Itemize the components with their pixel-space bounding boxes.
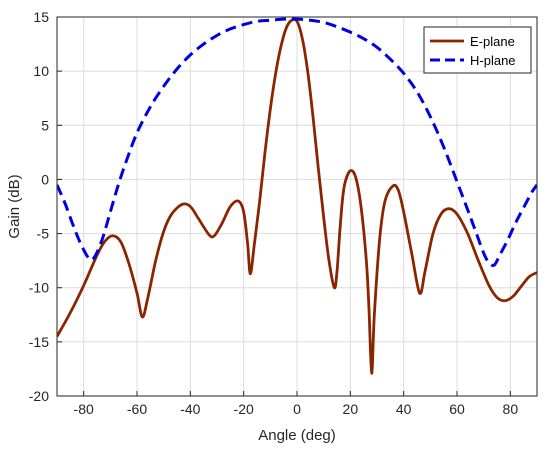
x-tick-label: 60 [449,401,465,417]
x-tick-label: 0 [293,401,301,417]
legend-entry-label: E-plane [470,34,515,49]
y-tick-label: 10 [33,63,49,79]
x-tick-label: 40 [396,401,412,417]
legend-entry-label: H-plane [470,53,516,68]
series-line-h-plane [57,17,537,267]
y-axis-label: Gain (dB) [6,174,23,238]
x-tick-label: -20 [234,401,254,417]
y-tick-label: -20 [29,388,49,404]
y-tick-label: -15 [29,334,49,350]
y-tick-label: 0 [41,171,49,187]
series-layer [57,17,537,375]
series-line-e-plane [57,17,537,375]
y-tick-label: 5 [41,117,49,133]
x-tick-label: 20 [343,401,359,417]
x-tick-label: -40 [180,401,200,417]
ticks: -80 -60 -40 -20 0 20 40 60 80 -20 -15 -10 -5 0 5 10 15 [29,9,519,417]
legend: E-plane H-plane [423,26,532,74]
legend-box [423,26,532,74]
x-tick-label: 80 [503,401,519,417]
y-tick-label: -10 [29,280,49,296]
y-tick-label: -5 [37,226,50,242]
y-tick-label: 15 [33,9,49,25]
x-tick-label: -60 [127,401,147,417]
x-axis-label: Angle (deg) [258,427,336,444]
x-tick-label: -80 [74,401,94,417]
